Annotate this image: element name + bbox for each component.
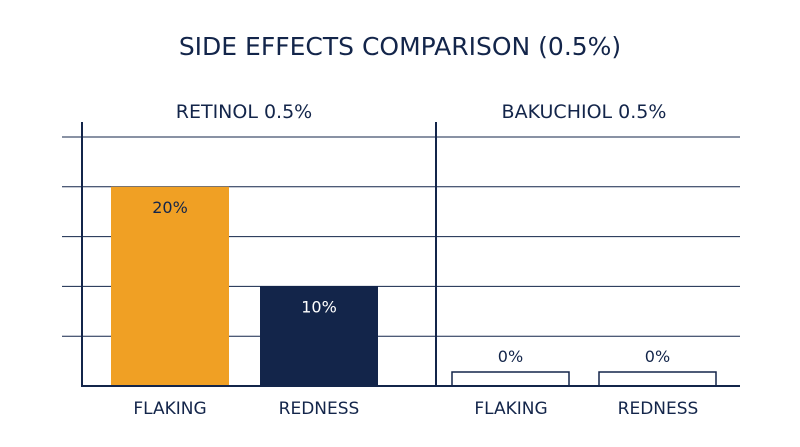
panel-title-bakuchiol: BAKUCHIOL 0.5%	[502, 101, 667, 123]
bars	[111, 186, 717, 387]
bar-bakuchiol-flaking	[451, 371, 570, 387]
x-tick-label-retinol-redness: REDNESS	[279, 399, 360, 419]
data-label-bakuchiol-redness: 0%	[645, 347, 670, 366]
data-labels: 20% 10% 0% 0%	[152, 198, 670, 366]
bar-retinol-flaking	[111, 186, 229, 386]
x-tick-label-bakuchiol-redness: REDNESS	[618, 399, 699, 419]
bar-retinol-redness	[260, 286, 378, 386]
data-label-retinol-redness: 10%	[301, 297, 337, 316]
data-label-bakuchiol-flaking: 0%	[498, 347, 523, 366]
axes	[81, 122, 740, 387]
bar-bakuchiol-redness	[598, 371, 717, 387]
data-label-retinol-flaking: 20%	[152, 198, 188, 217]
x-tick-label-bakuchiol-flaking: FLAKING	[474, 399, 547, 419]
x-tick-label-retinol-flaking: FLAKING	[133, 399, 206, 419]
panel-title-retinol: RETINOL 0.5%	[176, 101, 312, 123]
chart-title: SIDE EFFECTS COMPARISON (0.5%)	[179, 32, 621, 61]
